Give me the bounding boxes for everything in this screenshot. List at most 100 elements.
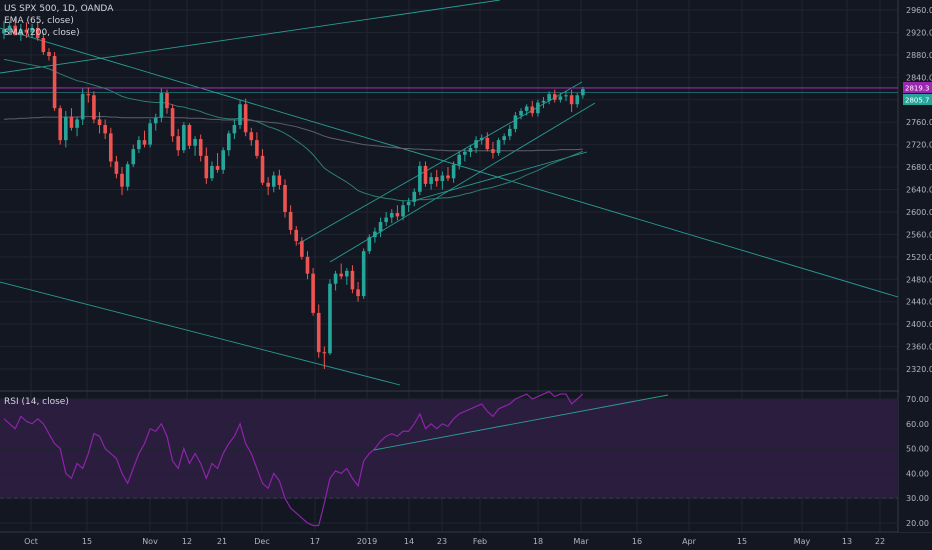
candle <box>373 227 377 243</box>
sma-legend: SMA (200, close) <box>4 28 80 38</box>
candle-body <box>541 100 546 103</box>
candle <box>367 234 372 255</box>
candle <box>305 251 310 280</box>
candle-body <box>176 136 181 151</box>
candle-body <box>316 312 321 353</box>
candle-body <box>7 25 12 30</box>
candle-body <box>356 289 360 297</box>
sma-line <box>3 116 583 152</box>
candle <box>412 188 417 207</box>
time-tick-label: 15 <box>737 537 747 546</box>
candle-body <box>468 147 473 152</box>
candle <box>395 205 400 221</box>
rsi-tick-label: 40.00 <box>906 469 929 478</box>
candle-body <box>271 175 276 187</box>
candle <box>86 87 91 103</box>
candle-body <box>238 104 242 125</box>
candle-body <box>294 229 299 242</box>
candle-body <box>131 149 136 165</box>
candle-body <box>159 93 164 118</box>
candle <box>463 149 467 162</box>
trendline <box>373 394 669 451</box>
candle <box>350 265 355 294</box>
candle-body <box>524 106 529 111</box>
candle-body <box>64 116 68 141</box>
time-tick-label: 14 <box>404 537 414 546</box>
time-tick-label: Oct <box>24 537 38 546</box>
candle-body <box>378 222 383 232</box>
candle-body <box>367 237 372 252</box>
candle <box>7 21 12 36</box>
candle-body <box>97 119 102 125</box>
candle <box>283 179 287 218</box>
rsi-legend: RSI (14, close) <box>4 397 69 407</box>
candle-body <box>440 175 445 182</box>
trendlines <box>0 0 899 451</box>
candle-body <box>182 124 186 151</box>
candle-body <box>86 94 91 96</box>
candle <box>423 161 428 187</box>
candle <box>103 119 107 140</box>
candle <box>249 127 254 146</box>
candle <box>547 91 551 105</box>
candle <box>187 123 192 150</box>
candle-body <box>479 137 484 141</box>
candle-body <box>35 27 40 39</box>
price-tick-label: 2920.0 <box>906 28 932 37</box>
rsi-tick-label: 60.00 <box>906 420 929 429</box>
time-tick-label: Mar <box>573 537 589 546</box>
candle <box>361 248 366 299</box>
candle-body <box>345 270 349 277</box>
candle-body <box>103 124 107 134</box>
candle-body <box>305 256 310 274</box>
candle-body <box>227 133 231 151</box>
candle <box>13 18 18 36</box>
candle <box>198 134 203 162</box>
time-tick-label: Dec <box>254 537 269 546</box>
candle-body <box>30 27 34 33</box>
candle <box>232 119 237 140</box>
last-price-text: 2819.3 <box>905 84 930 92</box>
candle <box>108 127 113 168</box>
candle <box>137 136 141 154</box>
candle <box>92 91 96 124</box>
candle <box>513 112 518 133</box>
time-tick-label: 13 <box>842 537 852 546</box>
time-tick-label: 12 <box>182 537 192 546</box>
candle <box>221 147 225 174</box>
price-axis[interactable]: 2320.0 2360.0 2400.0 2440.0 2480.0 2520.0 2560… <box>899 0 932 532</box>
candle-body <box>283 185 287 212</box>
candle <box>311 268 315 316</box>
trendline <box>415 151 588 201</box>
price-tick-label: 2480.0 <box>906 275 932 284</box>
time-tick-label: 18 <box>533 537 543 546</box>
time-tick-label: Nov <box>142 537 158 546</box>
candle-body <box>564 95 568 97</box>
ema-badge-text: 2805.7 <box>905 96 930 104</box>
candle-body <box>249 132 254 141</box>
candle <box>165 89 169 114</box>
candle-body <box>277 175 282 186</box>
price-tick-label: 2600.0 <box>906 208 932 217</box>
candle-body <box>120 173 124 187</box>
candle <box>575 93 580 108</box>
candle-body <box>300 241 304 257</box>
ema-badge <box>903 93 932 105</box>
price-tick-label: 2440.0 <box>906 298 932 307</box>
candle-body <box>187 124 192 146</box>
candle <box>378 217 383 238</box>
rsi-panel <box>0 390 898 527</box>
candle <box>474 136 478 154</box>
candles <box>2 18 585 369</box>
time-axis[interactable]: Oct 15 Nov 12 21 Dec 17 2019 14 23 Feb 18 Mar 16 Apr 15… <box>24 537 885 546</box>
candle-body <box>502 136 506 141</box>
candle <box>266 177 270 196</box>
candle-body <box>255 140 259 156</box>
candle-body <box>451 164 456 179</box>
candle-body <box>221 150 225 170</box>
candle-body <box>170 108 175 137</box>
candle <box>210 161 214 182</box>
moving-averages <box>3 58 584 202</box>
candle-body <box>328 283 332 354</box>
